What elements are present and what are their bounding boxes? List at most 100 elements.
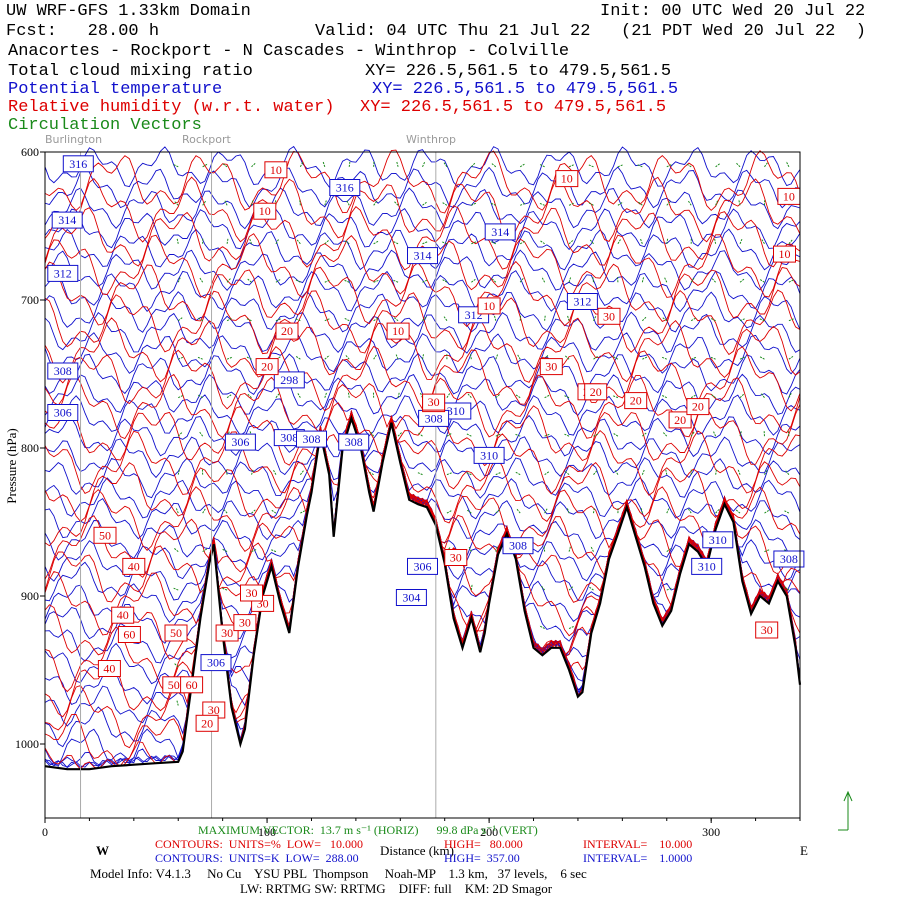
rh-label-box xyxy=(755,621,779,639)
rh-label: 60 xyxy=(186,678,198,692)
circulation-vector xyxy=(495,508,501,514)
circulation-vector xyxy=(178,356,184,360)
theta-label: 308 xyxy=(780,552,798,566)
theta-label-box xyxy=(702,531,734,549)
rh-label: 10 xyxy=(270,163,282,177)
rh-label: 10 xyxy=(783,189,795,203)
circulation-vector xyxy=(443,315,448,322)
circulation-vector xyxy=(198,431,204,437)
theta-label-box xyxy=(62,155,94,173)
circulation-vector xyxy=(225,468,228,475)
theta-label-box xyxy=(51,211,83,229)
circulation-vector xyxy=(738,199,741,206)
circulation-vector xyxy=(495,545,498,552)
circulation-vector xyxy=(539,163,545,168)
circulation-vector xyxy=(422,316,428,322)
circulation-vector xyxy=(641,468,646,475)
circulation-vector xyxy=(543,545,546,552)
y-tick-label: 1000 xyxy=(15,737,39,751)
theta-label-box xyxy=(407,557,438,575)
circulation-vector xyxy=(202,507,207,514)
rh-contour xyxy=(44,417,801,524)
theta-contour xyxy=(44,166,801,209)
rh-label: 10 xyxy=(561,172,573,186)
rh-label-box xyxy=(444,549,468,566)
header-init-time: Init: 00 UTC Wed 20 Jul 22 xyxy=(600,2,866,21)
theta-label: 314 xyxy=(491,225,509,239)
theta-label: 310 xyxy=(709,533,727,547)
circulation-vector xyxy=(175,507,179,514)
circulation-vector xyxy=(785,161,790,168)
model-info-physics: LW: RRTMG SW: RRTMG DIFF: full KM: 2D Sm… xyxy=(240,881,553,896)
circulation-vector xyxy=(176,699,179,706)
circulation-vector xyxy=(469,353,472,360)
circulation-vector xyxy=(226,237,229,244)
rh-contour xyxy=(44,418,801,496)
theta-contour-interval: INTERVAL= 1.0000 xyxy=(583,851,693,865)
circulation-vector xyxy=(739,430,743,437)
circulation-vector xyxy=(490,162,497,168)
circulation-vector xyxy=(490,202,496,206)
circulation-vector xyxy=(226,356,233,360)
circulation-vector xyxy=(641,316,648,322)
circulation-vector xyxy=(471,241,478,245)
theta-contour xyxy=(44,290,801,333)
field-label-theta: Potential temperature xyxy=(8,80,223,99)
circulation-vector xyxy=(344,354,350,360)
circulation-vector xyxy=(538,202,545,206)
rh-label: 30 xyxy=(246,586,258,600)
circulation-vector xyxy=(516,508,521,514)
circulation-vector xyxy=(758,355,765,360)
theta-contour xyxy=(44,145,801,188)
circulation-vector xyxy=(246,278,252,283)
circulation-vector xyxy=(666,163,673,168)
circulation-vector xyxy=(764,469,768,475)
circulation-vector xyxy=(248,237,252,244)
terrain xyxy=(44,414,802,818)
rh-label: 30 xyxy=(239,616,251,630)
circulation-vector xyxy=(490,240,496,245)
circulation-vector xyxy=(593,315,597,321)
terrain-surface xyxy=(44,414,802,771)
circulation-vector xyxy=(661,394,667,399)
rh-label-box xyxy=(117,626,141,643)
circulation-vector xyxy=(544,394,551,399)
circulation-vector xyxy=(568,545,572,552)
rh-label: 10 xyxy=(392,324,404,338)
circulation-vector xyxy=(465,433,472,437)
circulation-vector xyxy=(251,162,257,168)
theta-contour-high: HIGH= 357.00 xyxy=(444,851,520,865)
circulation-vector xyxy=(568,202,575,206)
theta-label: 308 xyxy=(345,435,363,449)
field-label-vectors: Circulation Vectors xyxy=(8,116,202,135)
circulation-vector xyxy=(587,164,594,168)
circulation-vector xyxy=(690,430,696,437)
circulation-vector xyxy=(177,316,184,322)
circulation-vector xyxy=(226,317,233,322)
rh-label-box xyxy=(122,557,146,575)
circulation-vector xyxy=(251,468,254,475)
circulation-vector xyxy=(589,238,594,245)
circulation-vector xyxy=(493,314,497,321)
theta-label: 306 xyxy=(231,435,249,449)
circulation-vector xyxy=(221,162,228,168)
circulation-vector xyxy=(566,507,570,514)
rh-contour xyxy=(44,149,801,214)
rh-label: 20 xyxy=(674,413,686,427)
field-label-cloud: Total cloud mixing ratio xyxy=(8,62,253,81)
circulation-vector xyxy=(251,199,254,206)
circulation-vector xyxy=(614,469,619,475)
circulation-vector xyxy=(221,587,228,591)
vector-scale-arrow xyxy=(838,790,853,831)
circulation-vector xyxy=(788,279,795,283)
rh-label: 10 xyxy=(483,299,495,313)
rh-label-box xyxy=(164,624,188,642)
circulation-vector xyxy=(224,199,228,206)
rh-contour xyxy=(44,233,801,299)
circulation-vector xyxy=(177,276,182,283)
circulation-vector xyxy=(711,277,716,283)
circulation-vector xyxy=(272,469,277,475)
circulation-vector xyxy=(519,277,525,283)
